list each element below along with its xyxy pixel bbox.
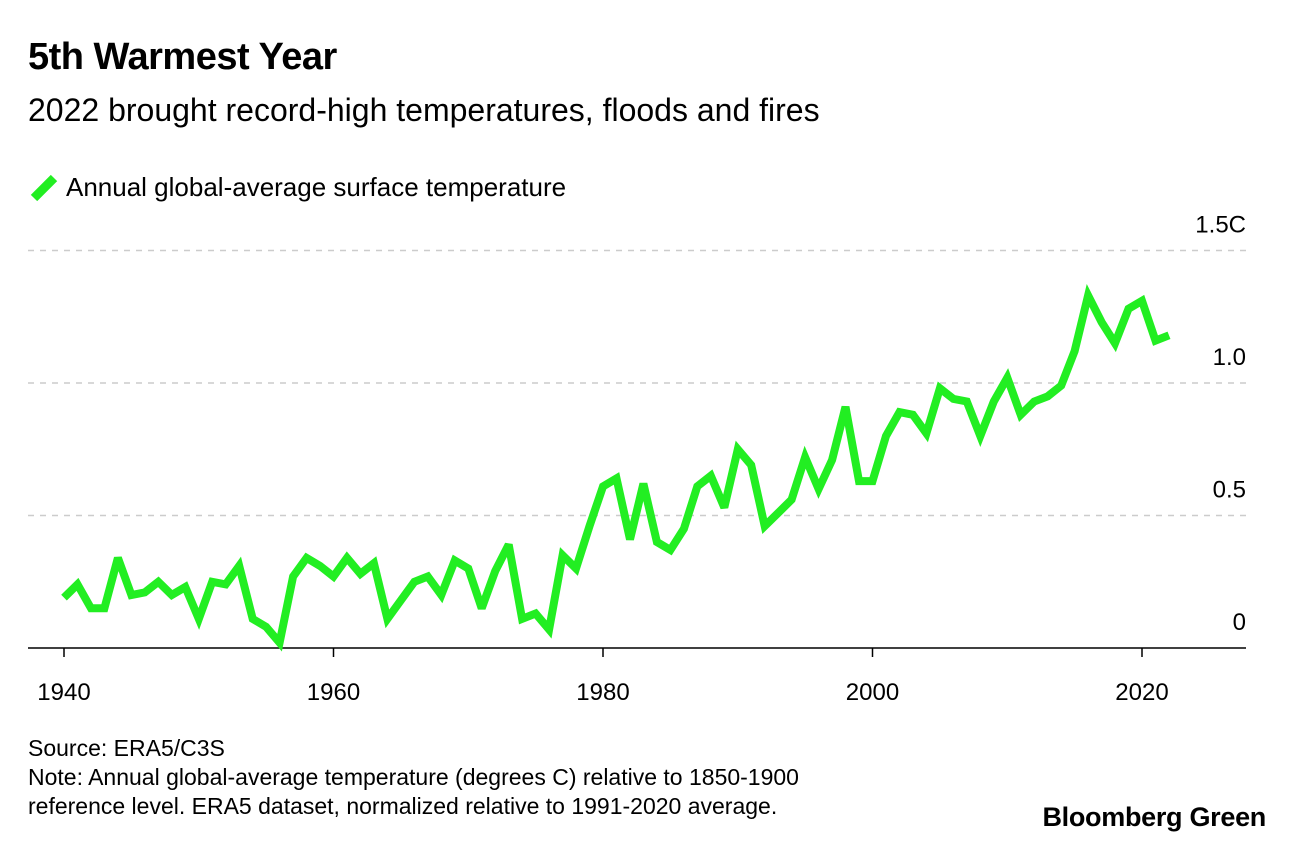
chart-title: 5th Warmest Year xyxy=(28,36,337,78)
source-text: Source: ERA5/C3S xyxy=(28,735,225,761)
footer: Source: ERA5/C3S Note: Annual global-ave… xyxy=(28,734,799,821)
y-tick-label: 0.5 xyxy=(1213,477,1246,504)
x-tick-label: 1940 xyxy=(37,679,90,706)
series-line xyxy=(61,284,1171,652)
brand-logo: Bloomberg Green xyxy=(1042,802,1266,832)
legend-label: Annual global-average surface temperatur… xyxy=(66,171,567,202)
y-tick-label: 0 xyxy=(1233,609,1246,636)
x-tick-label: 1960 xyxy=(307,679,360,706)
chart-subtitle: 2022 brought record-high temperatures, f… xyxy=(28,92,820,128)
legend: Annual global-average surface temperatur… xyxy=(28,170,566,204)
x-tick-label: 2020 xyxy=(1115,679,1168,706)
note-line-1: Note: Annual global-average temperature … xyxy=(28,764,799,790)
note-line-2: reference level. ERA5 dataset, normalize… xyxy=(28,793,778,819)
x-tick-label: 1980 xyxy=(576,679,629,706)
x-tick-label: 2000 xyxy=(846,679,899,706)
legend-swatch-icon xyxy=(30,174,58,202)
y-tick-label: 1.5C xyxy=(1195,212,1246,239)
y-tick-label: 1.0 xyxy=(1213,344,1246,371)
